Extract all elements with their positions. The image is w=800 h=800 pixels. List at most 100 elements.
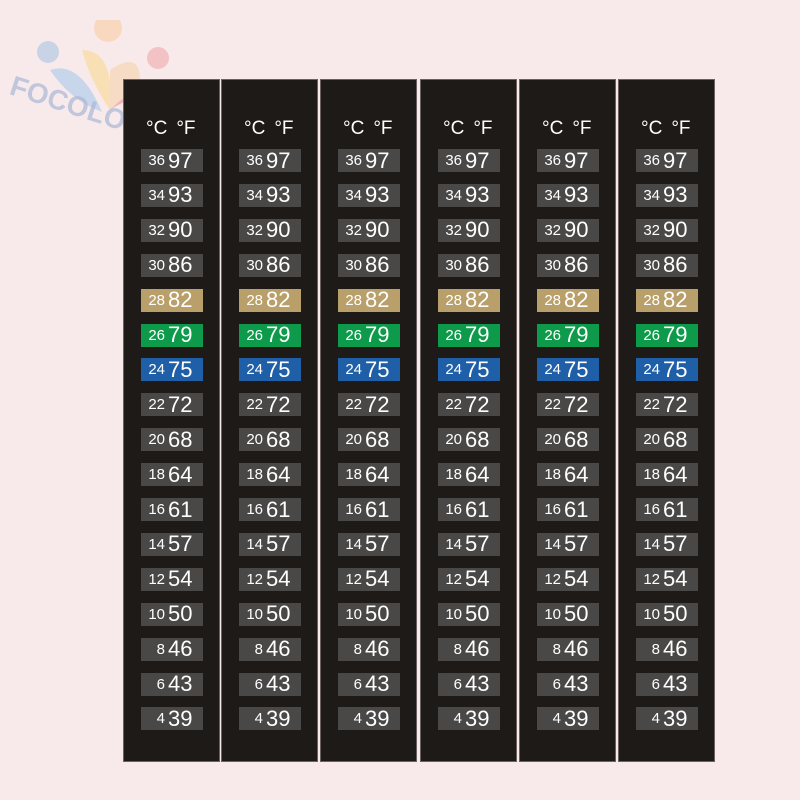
fahrenheit-value: 61 <box>168 496 193 522</box>
fahrenheit-value: 97 <box>663 147 688 173</box>
celsius-value: 24 <box>246 361 263 379</box>
fahrenheit-value: 93 <box>266 182 291 208</box>
fahrenheit-value: 50 <box>564 601 589 627</box>
temperature-row: 8 46 <box>537 636 599 661</box>
fahrenheit-value: 97 <box>266 147 291 173</box>
temperature-row: 8 46 <box>636 636 698 662</box>
fahrenheit-value: 39 <box>564 705 589 731</box>
fahrenheit-value: 61 <box>266 496 291 522</box>
unit-header: °C °F <box>641 118 691 140</box>
temperature-row: 22 72 <box>141 391 203 417</box>
celsius-value: 30 <box>445 256 462 274</box>
temperature-row: 24 75 <box>636 357 698 382</box>
celsius-value: 4 <box>552 710 561 728</box>
temperature-row: 30 86 <box>438 252 500 277</box>
temperature-row: 6 43 <box>141 671 203 696</box>
fahrenheit-value: 79 <box>365 322 390 347</box>
celsius-value: 34 <box>445 186 462 204</box>
celsius-label: °C <box>244 118 266 139</box>
fahrenheit-value: 72 <box>365 391 390 417</box>
temperature-row: 30 86 <box>141 252 203 278</box>
celsius-value: 20 <box>643 431 660 449</box>
temperature-row: 24 75 <box>438 356 500 382</box>
celsius-value: 36 <box>643 152 660 169</box>
celsius-value: 10 <box>345 605 362 623</box>
celsius-value: 10 <box>246 605 263 623</box>
celsius-value: 18 <box>544 466 561 484</box>
celsius-value: 26 <box>345 326 362 344</box>
celsius-value: 34 <box>246 186 263 204</box>
fahrenheit-value: 43 <box>564 671 589 696</box>
temperature-row: 22 72 <box>239 392 301 417</box>
celsius-value: 16 <box>345 501 362 518</box>
temperature-row: 22 72 <box>338 391 400 417</box>
fahrenheit-value: 46 <box>266 636 291 662</box>
celsius-value: 4 <box>156 710 165 728</box>
fahrenheit-value: 79 <box>564 322 589 347</box>
temperature-row: 36 97 <box>338 148 400 173</box>
fahrenheit-value: 61 <box>564 496 589 522</box>
fahrenheit-value: 72 <box>465 391 490 417</box>
fahrenheit-value: 43 <box>168 671 193 696</box>
fahrenheit-value: 68 <box>564 426 589 452</box>
temperature-row: 12 54 <box>338 566 400 591</box>
fahrenheit-value: 82 <box>663 287 688 313</box>
celsius-value: 4 <box>254 710 263 728</box>
temperature-row: 34 93 <box>438 182 500 208</box>
celsius-value: 34 <box>544 186 561 204</box>
fahrenheit-value: 86 <box>266 252 291 278</box>
temperature-row: 28 82 <box>636 287 698 313</box>
fahrenheit-value: 54 <box>266 566 291 592</box>
thermometer-strip: °C °F 36 97 34 93 32 90 30 86 28 82 26 79 24 75 22 72 20 68… <box>320 79 417 762</box>
fahrenheit-value: 72 <box>168 391 193 417</box>
fahrenheit-value: 75 <box>465 356 490 382</box>
fahrenheit-value: 54 <box>465 566 490 592</box>
celsius-value: 30 <box>148 256 165 274</box>
celsius-value: 30 <box>345 256 362 274</box>
temperature-row: 28 82 <box>537 287 599 312</box>
fahrenheit-value: 46 <box>465 636 490 662</box>
fahrenheit-label: °F <box>373 118 393 139</box>
celsius-label: °C <box>443 118 465 139</box>
celsius-value: 6 <box>254 675 263 693</box>
temperature-row: 28 82 <box>239 287 301 312</box>
fahrenheit-value: 50 <box>465 601 490 627</box>
temperature-row: 8 46 <box>239 636 301 662</box>
fahrenheit-label: °F <box>274 118 294 139</box>
celsius-value: 26 <box>643 326 660 344</box>
fahrenheit-value: 57 <box>168 531 193 557</box>
fahrenheit-value: 72 <box>564 391 589 417</box>
celsius-value: 22 <box>544 396 561 414</box>
temperature-row: 14 57 <box>141 531 203 557</box>
celsius-value: 8 <box>156 640 165 658</box>
temperature-row: 6 43 <box>537 671 599 696</box>
fahrenheit-value: 54 <box>564 566 589 592</box>
fahrenheit-value: 57 <box>663 531 688 557</box>
celsius-value: 16 <box>246 501 263 518</box>
unit-header: °C °F <box>343 118 393 140</box>
fahrenheit-value: 46 <box>365 636 390 662</box>
celsius-value: 10 <box>643 605 660 623</box>
celsius-value: 6 <box>453 675 462 693</box>
celsius-value: 10 <box>544 605 561 623</box>
temperature-row: 14 57 <box>438 531 500 556</box>
fahrenheit-value: 57 <box>365 531 390 557</box>
celsius-value: 14 <box>445 535 462 553</box>
temperature-row: 26 79 <box>537 322 599 347</box>
temperature-row: 24 75 <box>239 357 301 382</box>
fahrenheit-value: 86 <box>168 252 193 278</box>
celsius-value: 20 <box>148 431 165 449</box>
fahrenheit-value: 90 <box>266 217 291 243</box>
temperature-row: 34 93 <box>338 182 400 207</box>
temperature-row: 28 82 <box>438 287 500 312</box>
temperature-row: 24 75 <box>338 357 400 382</box>
temperature-row: 6 43 <box>438 671 500 696</box>
fahrenheit-value: 46 <box>168 636 193 662</box>
fahrenheit-value: 46 <box>663 636 688 662</box>
temperature-row: 32 90 <box>338 217 400 242</box>
fahrenheit-value: 93 <box>465 182 490 208</box>
temperature-row: 16 61 <box>438 497 500 522</box>
fahrenheit-value: 97 <box>168 147 193 173</box>
fahrenheit-value: 43 <box>465 671 490 696</box>
thermometer-strip: °C °F 36 97 34 93 32 90 30 86 28 82 26 79 24 75 22 72 20 68… <box>519 79 616 762</box>
